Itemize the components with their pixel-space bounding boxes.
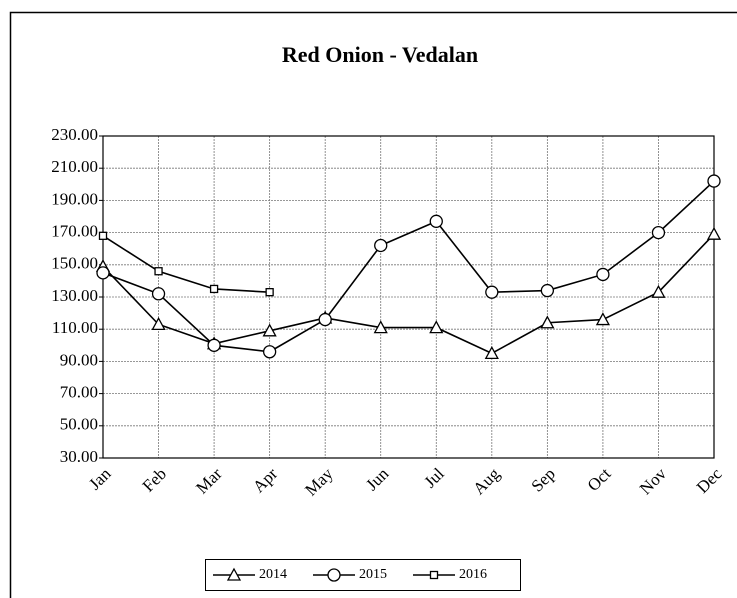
marker: [429, 570, 439, 580]
marker: [151, 317, 166, 331]
marker: [374, 238, 388, 253]
marker: [262, 345, 277, 359]
legend-label: 2016: [459, 567, 487, 582]
legend-box: [205, 559, 521, 591]
marker: [651, 284, 666, 298]
marker: [595, 312, 611, 326]
marker: [226, 567, 242, 581]
marker: [429, 320, 444, 334]
plot-border: [102, 135, 715, 459]
marker: [318, 312, 332, 327]
marker: [485, 285, 499, 299]
marker: [209, 284, 219, 294]
legend-label: 2014: [259, 567, 287, 582]
marker: [706, 226, 722, 240]
marker: [154, 267, 163, 276]
marker: [707, 174, 721, 188]
y-tick-label: 150.00: [51, 254, 98, 273]
marker: [98, 231, 108, 240]
marker: [96, 266, 110, 280]
series-line: [102, 233, 715, 355]
marker: [540, 283, 555, 298]
y-tick-label: 210.00: [51, 157, 98, 176]
marker: [151, 287, 166, 301]
legend: 2014 2015 2016: [205, 559, 521, 591]
plot-area: [103, 136, 714, 458]
y-tick-label: 50.00: [60, 415, 98, 434]
y-tick-label: 230.00: [51, 125, 98, 144]
marker: [540, 315, 555, 329]
legend-label: 2015: [359, 567, 387, 582]
marker: [207, 338, 221, 352]
marker: [262, 323, 277, 337]
chart-title: Red Onion - Vedalan: [282, 42, 478, 67]
y-tick-label: 190.00: [51, 189, 98, 208]
series-line: [102, 180, 715, 353]
marker: [651, 225, 666, 240]
marker: [596, 267, 610, 282]
marker: [327, 568, 341, 582]
y-tick-label: 170.00: [51, 222, 98, 241]
y-tick-label: 110.00: [52, 318, 98, 337]
marker: [265, 288, 274, 297]
y-tick-label: 130.00: [51, 286, 98, 305]
series-line: [102, 235, 270, 293]
y-tick-label: 90.00: [60, 350, 98, 369]
marker: [373, 320, 388, 334]
y-tick-label: 70.00: [60, 383, 98, 402]
y-tick-label: 30.00: [60, 447, 98, 466]
marker: [429, 214, 443, 228]
marker: [484, 345, 499, 360]
